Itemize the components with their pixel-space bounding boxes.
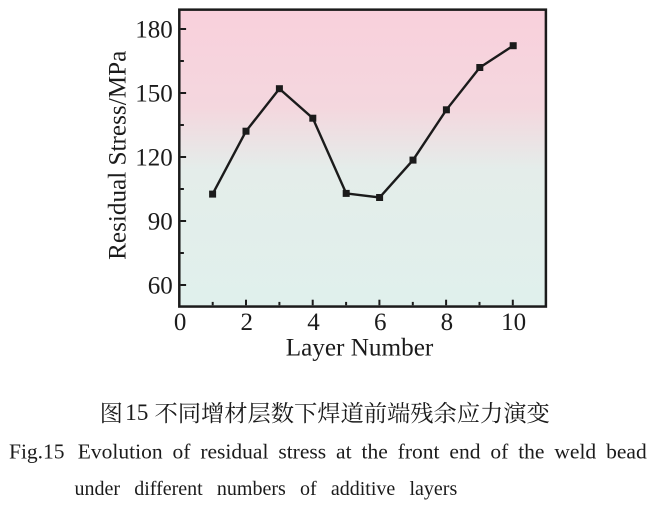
svg-text:0: 0 [174, 309, 187, 336]
svg-text:10: 10 [501, 309, 526, 336]
svg-text:Layer Number: Layer Number [286, 335, 434, 362]
svg-text:Evolution of residual stress a: Evolution of residual stress at the fron… [78, 440, 647, 464]
svg-text:Fig.15: Fig.15 [9, 440, 65, 464]
svg-text:8: 8 [441, 309, 454, 336]
svg-text:120: 120 [135, 144, 173, 171]
svg-text:15: 15 [125, 400, 148, 426]
svg-text:6: 6 [374, 309, 387, 336]
svg-text:4: 4 [307, 309, 320, 336]
svg-text:180: 180 [135, 16, 173, 43]
svg-text:150: 150 [135, 80, 173, 107]
svg-text:2: 2 [241, 309, 254, 336]
svg-text:60: 60 [148, 272, 173, 299]
svg-text:90: 90 [148, 208, 173, 235]
svg-text:under different numbers of add: under different numbers of additive laye… [75, 478, 458, 500]
svg-text:Residual Stress/MPa: Residual Stress/MPa [104, 51, 131, 260]
